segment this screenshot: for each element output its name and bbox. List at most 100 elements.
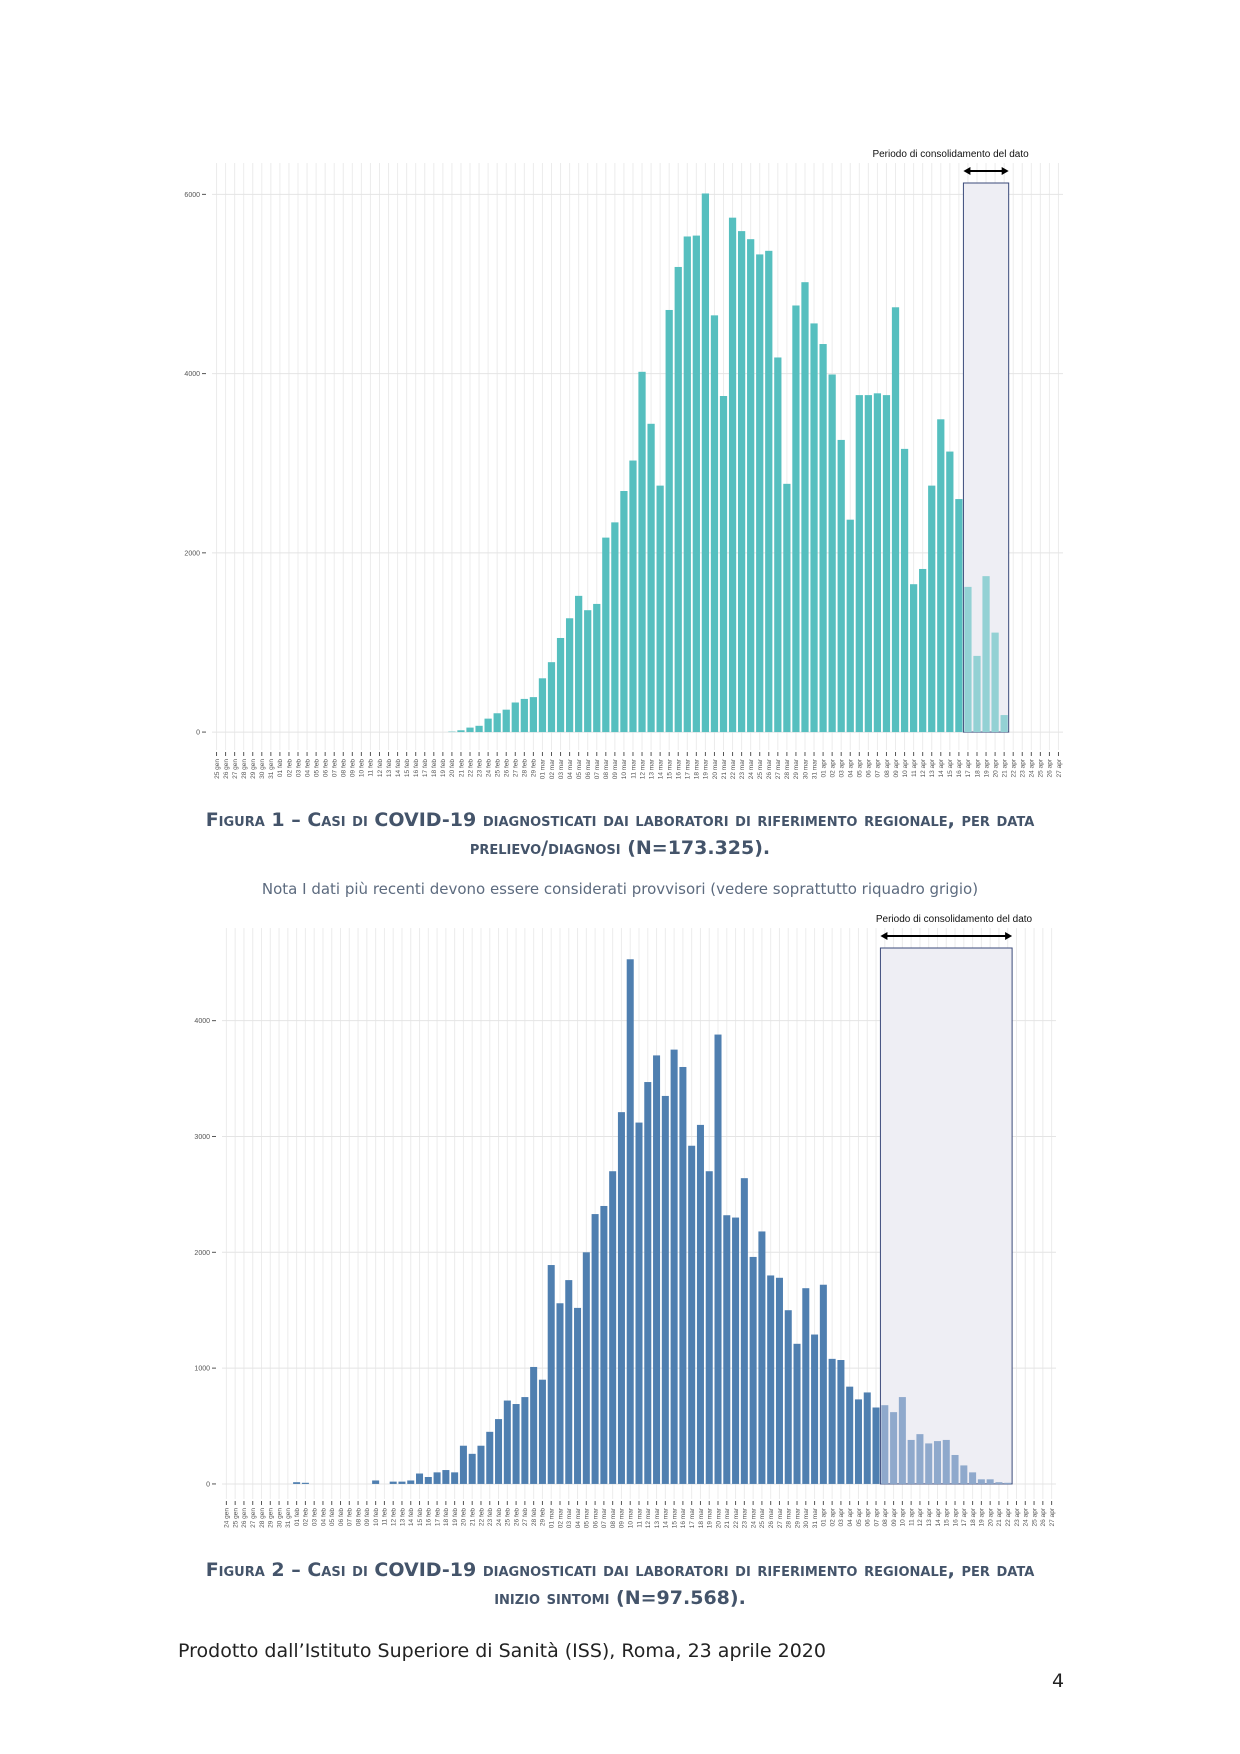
bar bbox=[538, 678, 547, 733]
x-tick-label: 25 mar bbox=[757, 758, 764, 779]
x-tick-label: 13 mar bbox=[648, 758, 655, 779]
x-tick-label: 24 mar bbox=[748, 758, 755, 779]
bar bbox=[556, 1303, 564, 1484]
x-tick-label: 09 apr bbox=[893, 758, 900, 777]
x-tick-label: 09 apr bbox=[891, 1507, 898, 1526]
bar bbox=[811, 1334, 819, 1484]
bar bbox=[629, 460, 637, 733]
bar bbox=[925, 1443, 933, 1484]
x-tick-label: 17 apr bbox=[965, 758, 972, 777]
x-tick-label: 19 feb bbox=[452, 1508, 459, 1526]
bar bbox=[890, 1412, 898, 1484]
bar bbox=[679, 1066, 687, 1484]
x-tick-label: 20 feb bbox=[461, 1508, 468, 1526]
x-tick-label: 04 mar bbox=[575, 1507, 582, 1528]
x-tick-label: 15 apr bbox=[944, 1507, 951, 1526]
x-tick-label: 18 feb bbox=[431, 759, 438, 777]
bar bbox=[969, 1472, 977, 1484]
bar bbox=[407, 1480, 415, 1484]
bar bbox=[502, 709, 510, 733]
bar bbox=[512, 1404, 520, 1484]
bar bbox=[1004, 1482, 1012, 1484]
x-tick-label: 24 apr bbox=[1023, 1507, 1030, 1526]
x-tick-label: 18 feb bbox=[443, 1508, 450, 1526]
bar bbox=[792, 305, 800, 733]
bar bbox=[955, 499, 963, 733]
x-tick-label: 29 feb bbox=[540, 1508, 547, 1526]
bar bbox=[749, 1256, 757, 1484]
x-tick-label: 06 apr bbox=[866, 758, 873, 777]
bar bbox=[855, 395, 863, 733]
x-tick-label: 17 apr bbox=[961, 1507, 968, 1526]
x-tick-label: 14 apr bbox=[935, 1507, 942, 1526]
bar bbox=[656, 485, 664, 733]
x-tick-label: 11 mar bbox=[636, 1507, 643, 1528]
bar bbox=[801, 282, 809, 733]
bar bbox=[828, 1358, 836, 1484]
x-tick-label: 05 feb bbox=[329, 1508, 336, 1526]
x-tick-label: 10 feb bbox=[373, 1508, 380, 1526]
bar bbox=[907, 1439, 915, 1484]
bar bbox=[714, 1034, 722, 1484]
x-tick-label: 25 feb bbox=[505, 1508, 512, 1526]
x-tick-label: 19 mar bbox=[707, 1507, 714, 1528]
bar bbox=[293, 1482, 301, 1484]
x-tick-label: 05 apr bbox=[857, 758, 864, 777]
bar bbox=[728, 217, 737, 733]
bar bbox=[723, 1215, 731, 1484]
bar bbox=[670, 1049, 678, 1484]
bar bbox=[793, 1343, 801, 1484]
x-tick-label: 04 feb bbox=[320, 1508, 327, 1526]
x-tick-label: 15 feb bbox=[417, 1508, 424, 1526]
x-tick-label: 19 apr bbox=[979, 1507, 986, 1526]
x-tick-label: 10 apr bbox=[902, 758, 909, 777]
x-tick-label: 03 apr bbox=[838, 758, 845, 777]
x-tick-label: 01 feb bbox=[277, 759, 284, 777]
bar bbox=[960, 1465, 968, 1484]
x-tick-label: 14 mar bbox=[657, 758, 664, 779]
bar bbox=[575, 595, 583, 733]
x-tick-label: 22 feb bbox=[478, 1508, 485, 1526]
x-tick-label: 24 apr bbox=[1029, 758, 1036, 777]
bar bbox=[593, 603, 601, 733]
x-tick-label: 26 mar bbox=[768, 1507, 775, 1528]
x-tick-label: 29 mar bbox=[794, 1507, 801, 1528]
annotation: Periodo di consolidamento del dato bbox=[872, 149, 1029, 160]
x-tick-label: 09 mar bbox=[619, 1507, 626, 1528]
x-tick-label: 13 apr bbox=[926, 1507, 933, 1526]
x-tick-label: 21 feb bbox=[458, 759, 465, 777]
x-tick-label: 02 apr bbox=[829, 1507, 836, 1526]
x-tick-label: 03 apr bbox=[838, 1507, 845, 1526]
bar bbox=[774, 357, 782, 733]
x-tick-label: 11 feb bbox=[382, 1508, 389, 1526]
x-tick-label: 07 feb bbox=[332, 759, 339, 777]
x-tick-label: 08 feb bbox=[355, 1508, 362, 1526]
bar bbox=[881, 1405, 889, 1484]
bar bbox=[466, 727, 474, 733]
bar bbox=[674, 266, 682, 733]
x-tick-label: 02 mar bbox=[557, 1507, 564, 1528]
bar bbox=[747, 239, 755, 733]
x-tick-label: 05 feb bbox=[313, 759, 320, 777]
x-tick-label: 03 mar bbox=[558, 758, 565, 779]
x-tick-label: 23 mar bbox=[739, 758, 746, 779]
x-tick-label: 28 feb bbox=[522, 759, 529, 777]
bar bbox=[933, 1441, 941, 1484]
x-tick-label: 22 mar bbox=[730, 758, 737, 779]
bar bbox=[638, 371, 646, 733]
x-tick-label: 24 feb bbox=[485, 759, 492, 777]
bar bbox=[389, 1481, 397, 1484]
bar bbox=[468, 1453, 476, 1484]
bar bbox=[486, 1431, 494, 1484]
bar bbox=[701, 193, 710, 733]
bar bbox=[520, 698, 528, 733]
bar bbox=[783, 483, 791, 733]
x-tick-label: 15 mar bbox=[666, 758, 673, 779]
x-tick-label: 02 apr bbox=[829, 758, 836, 777]
bar bbox=[802, 1288, 810, 1484]
x-tick-label: 16 mar bbox=[676, 758, 683, 779]
bar bbox=[692, 235, 700, 733]
x-tick-label: 31 gen bbox=[285, 1508, 292, 1528]
x-tick-label: 20 apr bbox=[992, 758, 999, 777]
figure-caption: Figura 2 – Casi di COVID-19 diagnosticat… bbox=[205, 1559, 1035, 1609]
